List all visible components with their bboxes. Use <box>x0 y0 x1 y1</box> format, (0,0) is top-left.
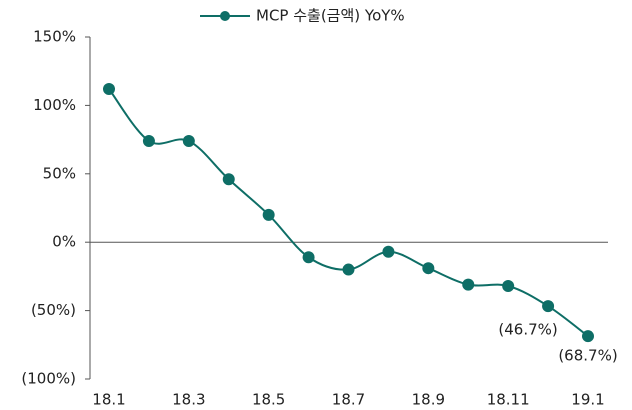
y-tick-label: 0% <box>52 233 76 251</box>
point <box>222 173 235 186</box>
y-tick-label: (50%) <box>31 301 76 319</box>
x-tick-label: 18.3 <box>172 391 205 409</box>
x-tick-label: 19.1 <box>571 391 604 409</box>
point <box>382 245 395 258</box>
point <box>462 278 475 291</box>
y-tick-label: 150% <box>33 28 76 46</box>
point <box>342 263 355 276</box>
x-tick-label: 18.9 <box>412 391 445 409</box>
value-label: (46.7%) <box>498 321 557 339</box>
series-line <box>108 88 589 337</box>
point <box>422 262 435 275</box>
point <box>182 134 195 147</box>
y-tick-label: (100%) <box>21 370 76 388</box>
value-label: (68.7%) <box>558 347 617 365</box>
point <box>103 82 115 95</box>
point <box>262 208 275 221</box>
legend-label: MCP 수출(금액) YoY% <box>256 7 405 25</box>
y-tick-label: 50% <box>43 164 76 182</box>
x-tick-label: 18.5 <box>252 391 285 409</box>
legend-marker <box>220 11 230 21</box>
y-tick-label: 100% <box>33 96 76 114</box>
x-tick-label: 18.11 <box>487 391 530 409</box>
point <box>142 134 155 147</box>
point <box>302 251 315 264</box>
point <box>542 300 555 313</box>
point <box>502 279 515 292</box>
point <box>582 330 594 343</box>
x-tick-label: 18.1 <box>92 391 125 409</box>
x-tick-label: 18.7 <box>332 391 365 409</box>
